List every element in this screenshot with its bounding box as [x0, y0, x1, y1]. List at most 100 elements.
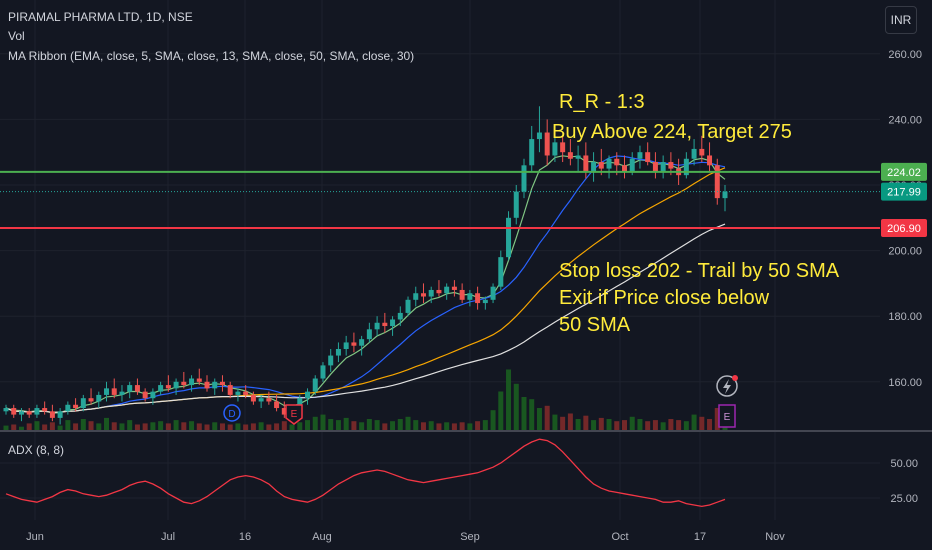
candle-body[interactable]: [3, 408, 9, 412]
candle-body[interactable]: [606, 158, 612, 169]
candle-body[interactable]: [274, 401, 280, 409]
candle-body[interactable]: [212, 381, 218, 389]
candle-body[interactable]: [397, 312, 403, 320]
candle-body[interactable]: [305, 391, 311, 399]
candle-body[interactable]: [722, 191, 728, 199]
candle-body[interactable]: [235, 391, 241, 395]
candle-body[interactable]: [243, 391, 249, 395]
candle-body[interactable]: [88, 398, 94, 402]
dividend-marker[interactable]: [223, 404, 241, 422]
candle-body[interactable]: [359, 339, 365, 346]
bolt-icon[interactable]: [716, 375, 738, 397]
earnings-marker[interactable]: [285, 404, 303, 425]
candle-body[interactable]: [513, 191, 519, 218]
candle-body[interactable]: [250, 394, 256, 402]
candle-body[interactable]: [150, 391, 156, 399]
candle-body[interactable]: [96, 394, 102, 402]
candle-body[interactable]: [475, 293, 481, 304]
candle-body[interactable]: [42, 408, 48, 412]
candle-body[interactable]: [80, 398, 86, 409]
candle-body[interactable]: [227, 385, 233, 395]
candle-body[interactable]: [390, 319, 396, 327]
candle-body[interactable]: [598, 162, 604, 169]
candle-body[interactable]: [189, 378, 195, 386]
candle-body[interactable]: [529, 139, 535, 166]
candles[interactable]: [3, 106, 728, 425]
candle-body[interactable]: [328, 355, 334, 366]
candle-body[interactable]: [127, 385, 133, 392]
candle-body[interactable]: [459, 289, 465, 300]
horizontal-lines[interactable]: [0, 170, 880, 229]
candle-body[interactable]: [482, 299, 488, 304]
candle-body[interactable]: [158, 385, 164, 392]
candle-body[interactable]: [366, 329, 372, 340]
candle-body[interactable]: [428, 289, 434, 297]
candle-body[interactable]: [142, 391, 148, 399]
candle-body[interactable]: [219, 381, 225, 386]
candle-body[interactable]: [119, 391, 125, 395]
candle-body[interactable]: [111, 388, 117, 395]
vol-indicator-label[interactable]: Vol: [8, 29, 25, 43]
candle-body[interactable]: [699, 148, 705, 156]
candle-body[interactable]: [683, 158, 689, 176]
candle-body[interactable]: [413, 293, 419, 300]
candle-body[interactable]: [266, 398, 272, 402]
candle-body[interactable]: [637, 152, 643, 159]
candle-body[interactable]: [660, 162, 666, 172]
annotation-stop-loss[interactable]: Stop loss 202 - Trail by 50 SMA: [559, 260, 840, 282]
candle-body[interactable]: [560, 142, 566, 153]
candle-body[interactable]: [544, 132, 550, 156]
candle-body[interactable]: [536, 132, 542, 140]
candle-body[interactable]: [490, 286, 496, 300]
candle-body[interactable]: [583, 155, 589, 172]
candle-body[interactable]: [521, 165, 527, 192]
candle-body[interactable]: [181, 381, 187, 386]
candle-body[interactable]: [629, 158, 635, 172]
candle-body[interactable]: [57, 411, 63, 418]
candle-body[interactable]: [405, 299, 411, 313]
candle-body[interactable]: [104, 388, 110, 395]
candle-body[interactable]: [26, 411, 32, 415]
candle-body[interactable]: [312, 378, 318, 392]
candle-body[interactable]: [591, 162, 597, 172]
candle-body[interactable]: [506, 217, 512, 258]
candle-body[interactable]: [320, 365, 326, 379]
candle-body[interactable]: [258, 398, 264, 402]
candle-body[interactable]: [73, 404, 79, 409]
annotation-risk-reward[interactable]: R_R - 1:3: [559, 91, 645, 113]
candle-body[interactable]: [552, 142, 558, 156]
candle-body[interactable]: [567, 152, 573, 159]
candle-body[interactable]: [335, 349, 341, 356]
candle-body[interactable]: [436, 289, 442, 294]
candle-body[interactable]: [204, 381, 210, 389]
time-axis[interactable]: Jun Jul 16 Aug Sep Oct 17 Nov: [26, 531, 785, 543]
candle-body[interactable]: [34, 408, 40, 415]
candle-body[interactable]: [451, 286, 457, 290]
candle-body[interactable]: [65, 404, 71, 412]
candle-body[interactable]: [498, 257, 504, 287]
ma-ribbon-label[interactable]: MA Ribbon (EMA, close, 5, SMA, close, 13…: [8, 49, 415, 63]
candle-body[interactable]: [467, 293, 473, 300]
annotation-exit-rule[interactable]: Exit if Price close below: [559, 287, 770, 309]
candle-body[interactable]: [343, 342, 349, 349]
candle-body[interactable]: [645, 152, 651, 163]
candle-body[interactable]: [18, 411, 24, 415]
upcoming-earnings-marker[interactable]: [718, 404, 736, 428]
currency-button[interactable]: INR: [885, 6, 917, 34]
candle-body[interactable]: [11, 408, 17, 415]
candle-body[interactable]: [621, 165, 627, 172]
annotation-buy[interactable]: Buy Above 224, Target 275: [552, 121, 792, 143]
candle-body[interactable]: [444, 286, 450, 294]
candle-body[interactable]: [714, 165, 720, 199]
candle-body[interactable]: [173, 381, 179, 389]
adx-label[interactable]: ADX (8, 8): [8, 443, 65, 457]
symbol-title[interactable]: PIRAMAL PHARMA LTD, 1D, NSE: [8, 10, 193, 24]
candle-body[interactable]: [281, 408, 287, 415]
candle-body[interactable]: [351, 342, 357, 346]
candle-body[interactable]: [420, 293, 426, 297]
annotation-exit-sma[interactable]: 50 SMA: [559, 314, 631, 336]
candle-body[interactable]: [297, 398, 303, 409]
candle-body[interactable]: [668, 162, 674, 169]
